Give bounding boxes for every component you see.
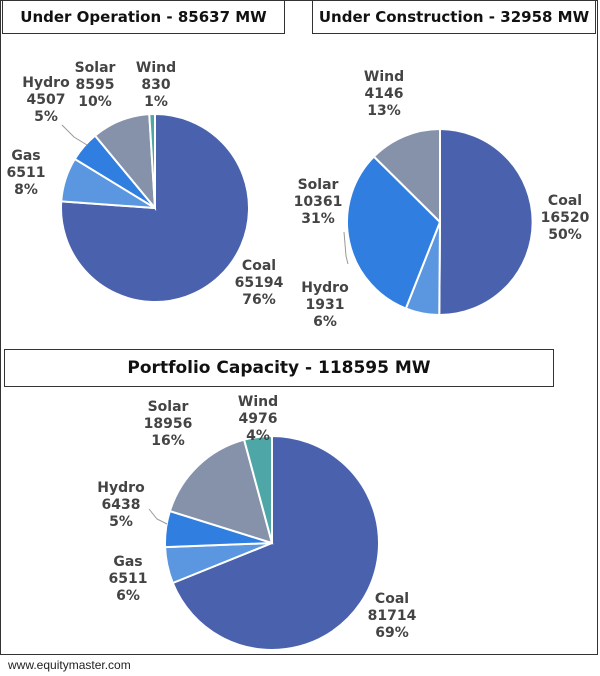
construction-label-wind: Wind 4146 13% [364, 69, 404, 119]
construction-slice-wind [372, 127, 441, 225]
source-footer: www.equitymaster.com [8, 658, 131, 672]
portfolio-slice-solar [168, 438, 274, 545]
construction-label-coal: Coal 16520 50% [541, 193, 590, 243]
operation-label-wind: Wind 830 1% [136, 60, 176, 110]
portfolio-leader-hydro [148, 508, 168, 525]
operation-label-gas: Gas 6511 8% [7, 148, 46, 198]
chart-frame [0, 0, 598, 655]
portfolio-capacity-title: Portfolio Capacity - 118595 MW [4, 349, 554, 387]
operation-slice-wind [148, 112, 156, 209]
under-construction-title: Under Construction - 32958 MW [312, 0, 596, 34]
portfolio-label-coal: Coal 81714 69% [368, 591, 417, 641]
operation-label-solar: Solar 8595 10% [75, 60, 116, 110]
operation-pie: Coal 65194 76% Gas 6511 8% Hydro 4507 5%Solar 859… [7, 60, 284, 308]
operation-label-coal: Coal 65194 76% [235, 258, 284, 308]
portfolio-pie: Coal 81714 69% Gas 6511 6% Hydro 6438 5% Solar 189… [97, 394, 417, 651]
portfolio-slice-wind [242, 434, 273, 544]
operation-slice-coal [60, 112, 250, 303]
portfolio-label-gas: Gas 6511 6% [109, 554, 148, 604]
construction-slice-coal [438, 127, 534, 317]
construction-leader-solar [343, 231, 349, 265]
portfolio-label-wind: Wind 4976 4% [238, 394, 278, 444]
under-operation-title: Under Operation - 85637 MW [2, 0, 285, 34]
operation-label-hydro: Hydro 4507 5% [22, 75, 70, 125]
portfolio-label-hydro: Hydro 6438 5% [97, 480, 145, 530]
construction-label-solar: Solar 10361 31% [294, 177, 343, 227]
portfolio-slice-coal [171, 434, 380, 651]
construction-label-hydro: Hydro 1931 6% [301, 280, 349, 330]
operation-leader-hydro [61, 124, 88, 146]
construction-slice-solar [346, 155, 442, 310]
pie-charts: Coal 65194 76% Gas 6511 8% Hydro 4507 5%Solar 859… [7, 60, 590, 651]
portfolio-label-solar: Solar 18956 16% [144, 399, 193, 449]
construction-pie: Coal 16520 50% Hydro 1931 6% Solar 10361 31% Wind… [294, 69, 590, 330]
